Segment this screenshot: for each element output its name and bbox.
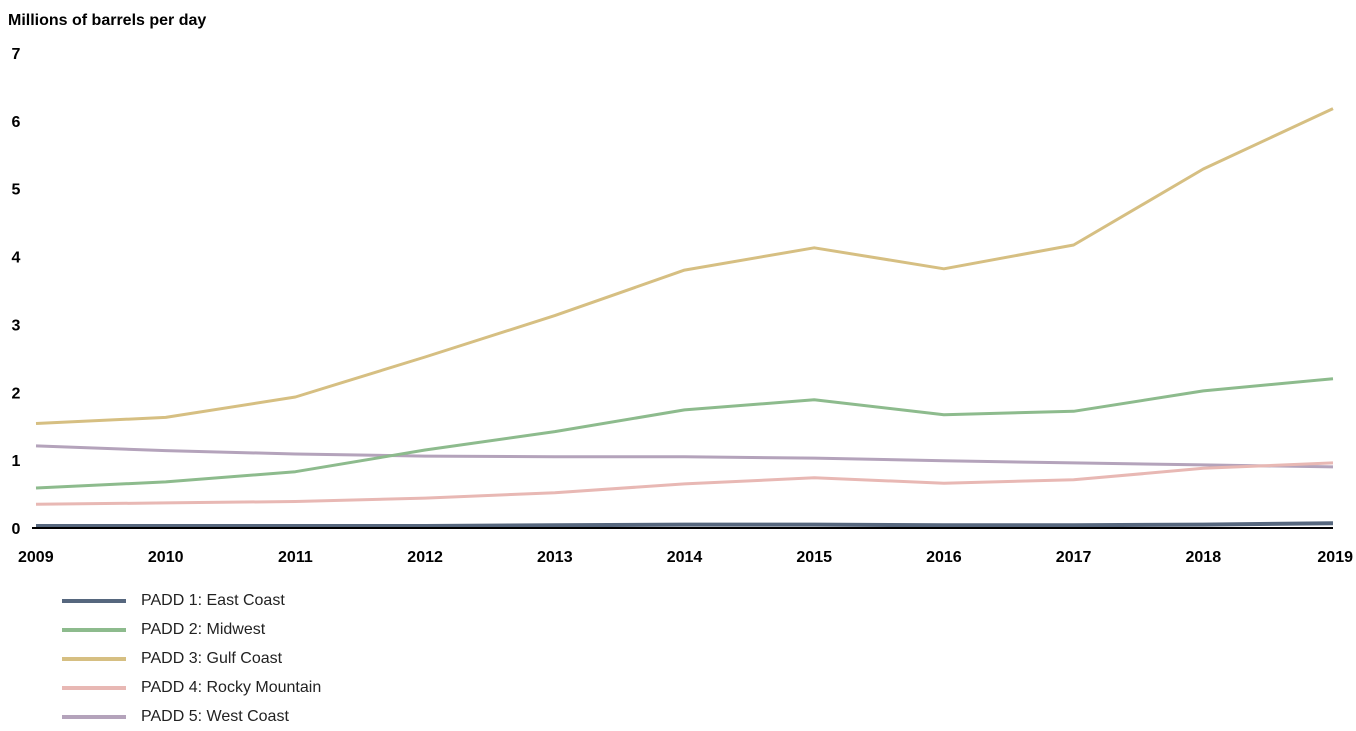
series-line-padd-5: [35, 444, 1334, 469]
y-tick-label: 1: [12, 453, 21, 470]
series-line-padd-4: [35, 461, 1334, 506]
legend-item: PADD 2: Midwest: [62, 615, 321, 644]
y-tick-label: 4: [12, 250, 21, 267]
x-tick-label: 2011: [278, 549, 313, 566]
x-tick-label: 2013: [537, 549, 573, 566]
legend: PADD 1: East Coast PADD 2: Midwest PADD 3:…: [62, 586, 321, 731]
x-tick-label: 2017: [1056, 549, 1092, 566]
x-tick-label: 2010: [148, 549, 184, 566]
series-line-padd-1: [36, 521, 1334, 528]
y-tick-label: 2: [12, 385, 21, 402]
x-tick-label: 2016: [926, 549, 962, 566]
legend-item: PADD 1: East Coast: [62, 586, 321, 615]
series-line-padd-3: [35, 107, 1334, 425]
y-axis-unit-label: Millions of barrels per day: [8, 12, 207, 29]
legend-item: PADD 5: West Coast: [62, 702, 321, 731]
y-tick-label: 0: [12, 521, 21, 538]
legend-swatch: [62, 685, 126, 690]
legend-item: PADD 3: Gulf Coast: [62, 644, 321, 673]
legend-label: PADD 4: Rocky Mountain: [141, 678, 322, 696]
x-tick-label: 2018: [1186, 549, 1222, 566]
legend-swatch: [62, 714, 126, 719]
legend-label: PADD 1: East Coast: [141, 591, 285, 609]
legend-label: PADD 3: Gulf Coast: [141, 649, 283, 667]
legend-label: PADD 5: West Coast: [141, 707, 289, 725]
y-tick-label: 6: [12, 114, 21, 131]
y-tick-label: 7: [12, 46, 21, 63]
x-tick-label: 2015: [796, 549, 832, 566]
x-tick-label: 2009: [18, 549, 54, 566]
legend-swatch: [62, 656, 126, 661]
series-line-padd-2: [35, 377, 1334, 490]
x-tick-label: 2014: [667, 549, 703, 566]
x-tick-label: 2019: [1317, 549, 1353, 566]
y-tick-label: 3: [12, 317, 21, 334]
legend-swatch: [62, 598, 126, 603]
x-tick-label: 2012: [407, 549, 443, 566]
y-tick-label: 5: [12, 182, 21, 199]
legend-swatch: [62, 627, 126, 632]
legend-item: PADD 4: Rocky Mountain: [62, 673, 321, 702]
legend-label: PADD 2: Midwest: [141, 620, 266, 638]
